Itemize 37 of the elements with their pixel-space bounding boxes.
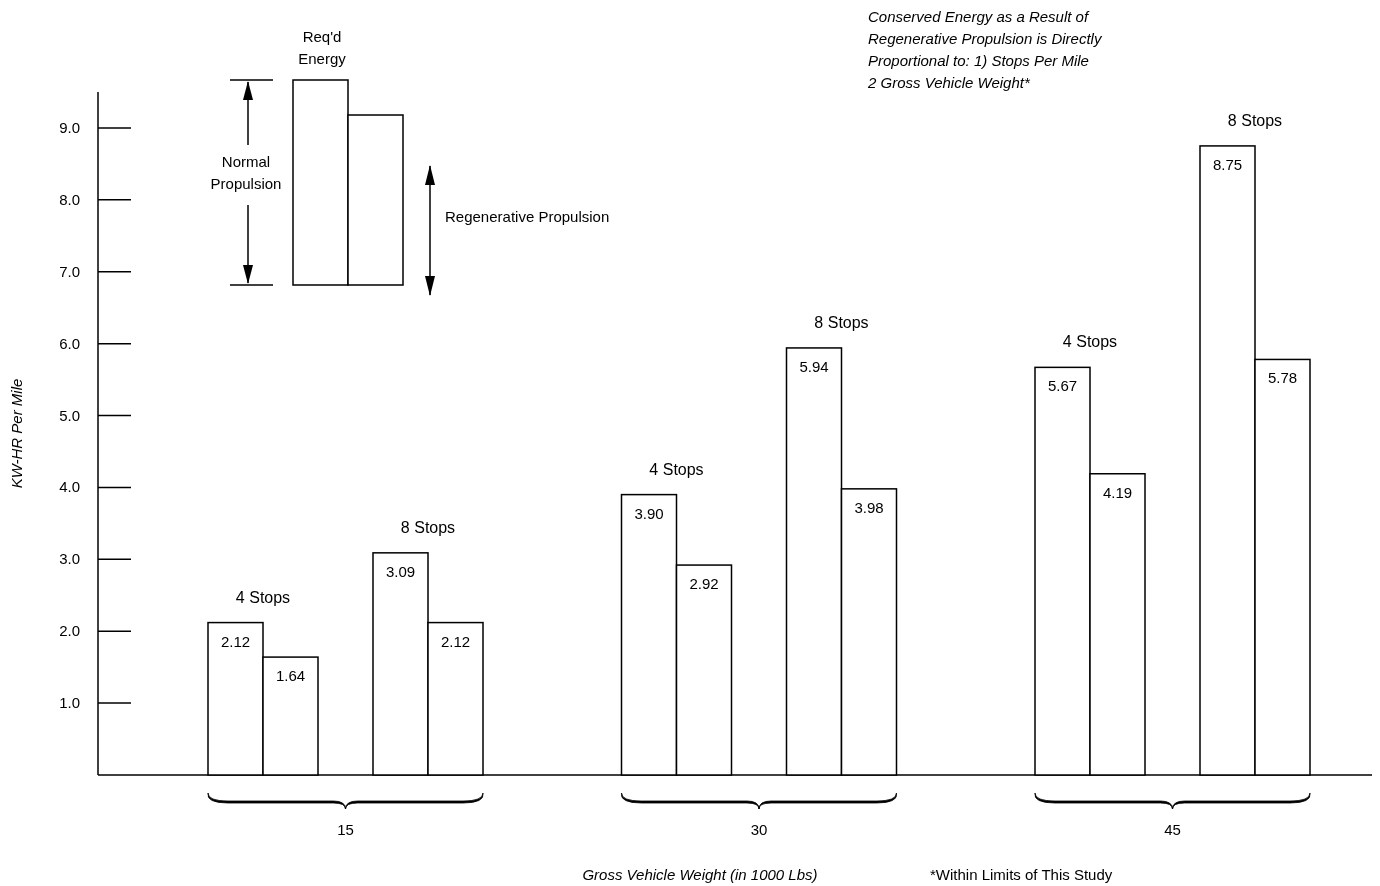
x-tick-label: 15 xyxy=(337,821,354,838)
annotation: Normal Propulsion xyxy=(210,153,282,192)
y-axis-title: KW-HR Per Mile xyxy=(8,378,25,489)
text: Req'd Energy xyxy=(298,28,347,67)
y-tick-label: 8.0 xyxy=(59,190,80,208)
annotation: 8 Stops xyxy=(400,518,456,536)
text: Conserved Energy as a Result of Regenerative Propulsion is Directly Proportional to: 1) Stops Per Mile 2 Gross Vehicle Weight* xyxy=(867,8,1103,91)
y-tick-label: 3.0 xyxy=(59,550,80,568)
data-label: 3.09 xyxy=(385,562,416,580)
annotation: 4 Stops xyxy=(235,588,291,606)
data-label: 8.75 xyxy=(1212,155,1243,173)
x-axis-title: Gross Vehicle Weight (in 1000 Lbs) xyxy=(582,866,818,883)
annotation: 4 Stops xyxy=(1062,333,1118,351)
text: *Within Limits of This Study xyxy=(930,866,1113,883)
annotation: 4 Stops xyxy=(649,460,704,478)
x-tick-label: 30 xyxy=(750,821,768,838)
data-label: 2.92 xyxy=(689,575,719,593)
y-tick-label: 4.0 xyxy=(59,478,80,496)
data-label: 5.67 xyxy=(1047,377,1078,395)
annotation: 8 Stops xyxy=(814,313,869,331)
x-tick-label: 45 xyxy=(1164,821,1181,838)
data-label: 3.98 xyxy=(854,498,884,516)
y-tick-label: 2.0 xyxy=(59,622,80,640)
y-tick-label: 5.0 xyxy=(59,406,80,424)
y-tick-label: 9.0 xyxy=(59,118,80,136)
annotation: 8 Stops xyxy=(1227,111,1283,129)
y-tick-label: 6.0 xyxy=(59,334,80,352)
data-label: 3.90 xyxy=(634,504,664,522)
data-label: 5.78 xyxy=(1267,369,1298,387)
data-label: 1.64 xyxy=(275,667,306,685)
data-label: 2.12 xyxy=(220,632,251,650)
data-label: 5.94 xyxy=(799,357,829,375)
y-tick-label: 7.0 xyxy=(59,262,80,280)
data-label: 4.19 xyxy=(1102,483,1133,501)
annotation: Regenerative Propulsion xyxy=(445,208,610,225)
y-tick-label: 1.0 xyxy=(59,694,80,712)
data-label: 2.12 xyxy=(440,632,471,650)
